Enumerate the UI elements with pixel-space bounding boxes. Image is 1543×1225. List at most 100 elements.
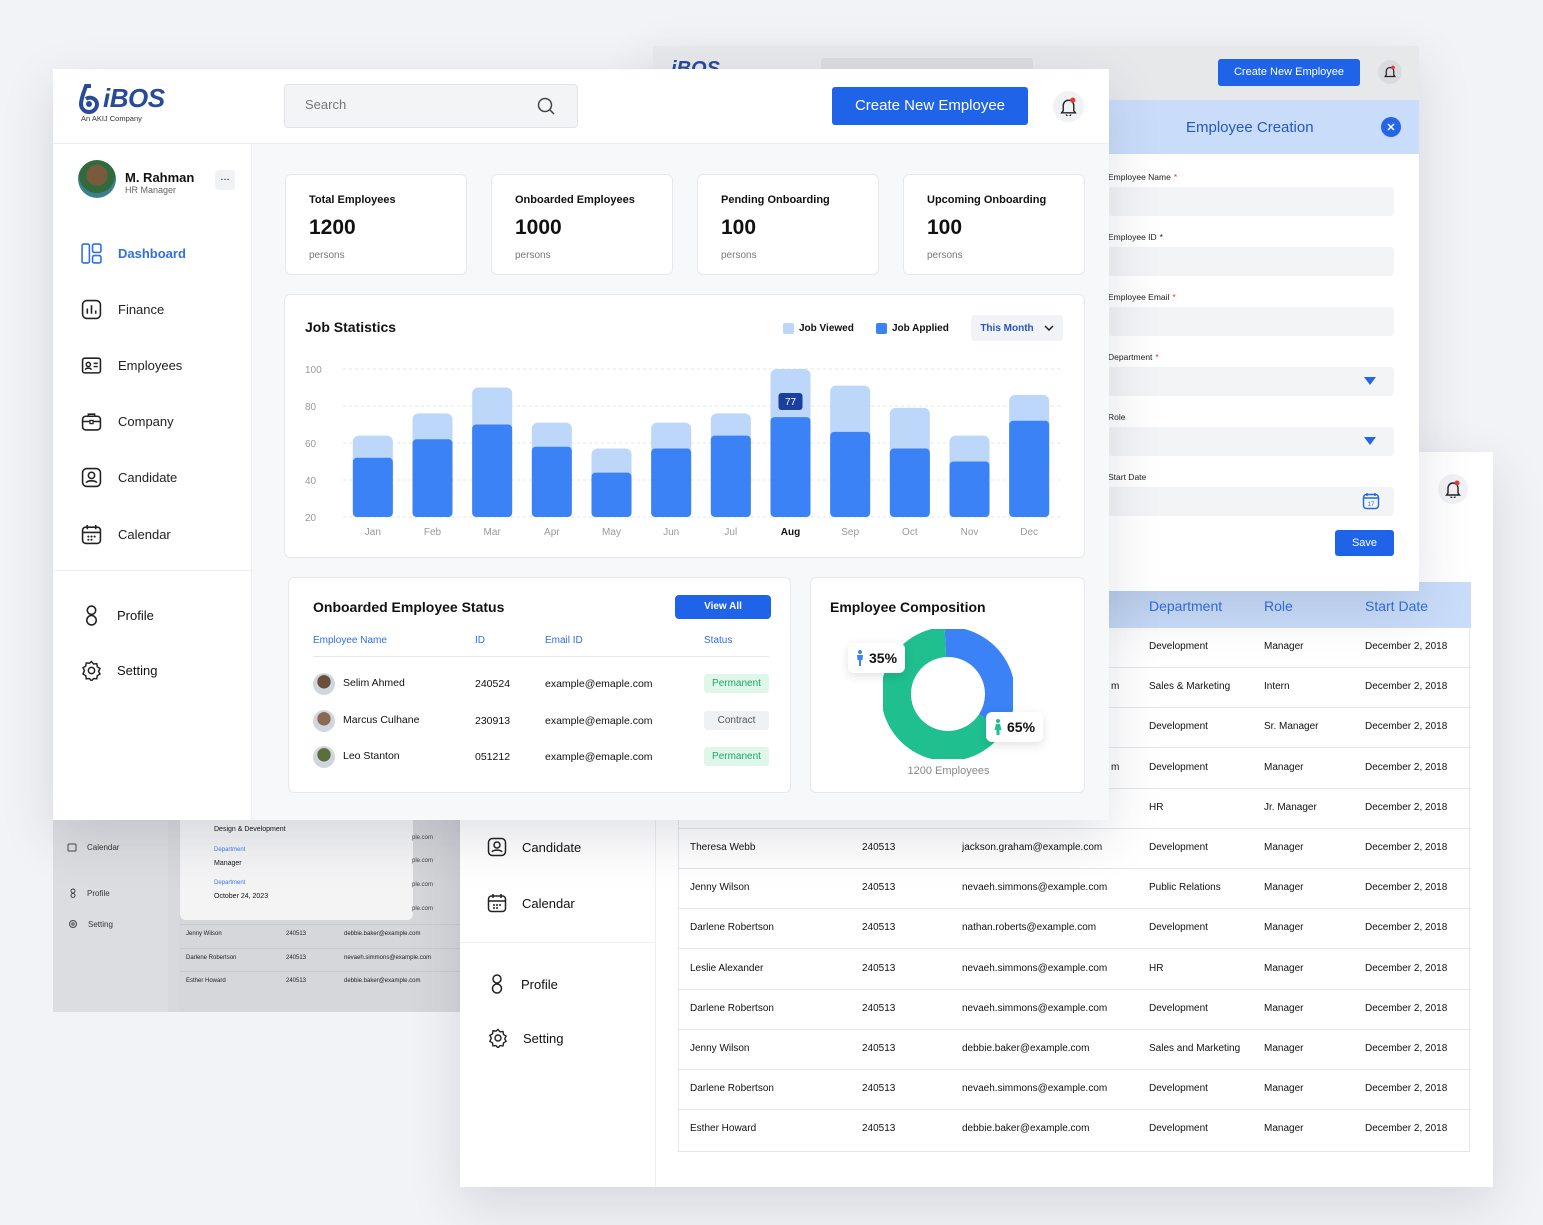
table-row[interactable]: Leo Stanton 051212 example@emaple.com Perma… [313, 746, 773, 770]
sidebar-item-setting[interactable]: Setting [81, 660, 157, 681]
sidebar-item-candidate[interactable]: Candidate [81, 467, 177, 488]
dashboard-icon [81, 243, 102, 264]
search-box[interactable] [284, 84, 578, 128]
table-row[interactable]: Selim Ahmed 240524 example@emaple.com Perma… [313, 673, 773, 697]
caret-down-icon [1364, 437, 1376, 445]
notification-button[interactable] [1378, 60, 1402, 84]
onboarded-status-title: Onboarded Employee Status [313, 599, 505, 615]
start-date-field[interactable]: 17 [1108, 487, 1394, 516]
female-icon [994, 719, 1002, 735]
table-row[interactable]: Esther Howard 240513 debbie.baker@example.… [679, 1110, 1471, 1150]
notification-button[interactable] [1438, 474, 1468, 504]
department-field[interactable] [1108, 367, 1394, 396]
profile-icon [69, 888, 77, 898]
profile-icon [490, 974, 504, 994]
cell-department: Development [1149, 1083, 1208, 1095]
table-row[interactable]: Darlene Robertson 240513 nathan.roberts@ex… [679, 909, 1471, 950]
table-row[interactable]: Jenny Wilson 240513 nevaeh.simmons@example… [679, 869, 1471, 910]
employee-id-field[interactable] [1108, 247, 1394, 276]
employee-email-field[interactable] [1108, 307, 1394, 336]
stat-card: Onboarded Employees 1000 persons [491, 174, 673, 275]
role-field[interactable] [1108, 427, 1394, 456]
cell-role: Manager [1264, 1043, 1304, 1054]
bg-cell-email: debbie.baker@example.com [344, 931, 421, 937]
profile-icon [81, 605, 102, 626]
calendar-icon[interactable]: 17 [1362, 492, 1380, 510]
save-button[interactable]: Save [1335, 530, 1394, 556]
bg-detail-popup: Design & Development Department Manager … [180, 810, 413, 920]
setting-icon [488, 1028, 508, 1048]
x-tick-label: Apr [544, 527, 560, 538]
cell-id: 240513 [862, 1043, 896, 1054]
stat-label: Pending Onboarding [721, 194, 830, 206]
calendar-icon [81, 524, 102, 545]
cell-role: Manager [1264, 761, 1304, 773]
notification-button[interactable] [1053, 91, 1084, 122]
sidebar-item-profile[interactable]: Profile [81, 605, 154, 626]
employee-id: 230913 [475, 715, 511, 727]
brand-name: iBOS [103, 83, 165, 113]
legend-swatch-applied [876, 323, 887, 334]
job-statistics-chart: 100 80 60 40 20 Jan Feb Mar Apr May Jun Jul Aug 77 Sep… [305, 365, 1063, 538]
cell-start-date: December 2, 2018 [1365, 1002, 1448, 1014]
avatar[interactable] [78, 160, 116, 198]
sidebar-item-dashboard[interactable]: Dashboard [81, 243, 186, 264]
period-select[interactable]: This Month [971, 315, 1063, 341]
sidebar-item-calendar[interactable]: Calendar [487, 893, 575, 913]
sidebar-item-profile[interactable]: Profile [490, 974, 558, 994]
column-header-start-date[interactable]: Start Date [1365, 598, 1429, 614]
table-row[interactable]: Darlene Robertson 240513 nevaeh.simmons@ex… [679, 990, 1471, 1030]
bg-cell-name: Darlene Robertson [186, 954, 237, 961]
brand-logo[interactable]: iBOS An AKIJ Company [79, 83, 165, 123]
create-employee-button[interactable]: Create New Employee [1218, 59, 1360, 86]
bar-job-applied [651, 448, 692, 517]
view-all-button[interactable]: View All [675, 595, 771, 619]
column-header-role[interactable]: Role [1264, 598, 1293, 614]
legend-job-applied: Job Applied [876, 323, 949, 334]
bg-table-row: Esther Howard 240513 debbie.baker@example.… [180, 971, 463, 994]
search-input[interactable] [305, 97, 525, 112]
bar-job-applied [472, 424, 513, 517]
table-row[interactable]: Marcus Culhane 230913 example@emaple.com Co… [313, 710, 773, 734]
close-button[interactable] [1381, 117, 1401, 137]
sidebar-item-candidate[interactable]: Candidate [487, 837, 581, 857]
create-new-employee-button[interactable]: Create New Employee [832, 87, 1028, 125]
stat-unit: persons [515, 250, 551, 261]
sidebar-item-finance[interactable]: Finance [81, 299, 164, 320]
bar-job-applied [710, 435, 751, 517]
stat-card: Upcoming Onboarding 100 persons [903, 174, 1085, 275]
search-icon[interactable] [537, 97, 555, 115]
sidebar-item-employees[interactable]: Employees [81, 355, 182, 376]
cell-id: 240513 [862, 882, 896, 894]
cell-start-date: December 2, 2018 [1365, 681, 1448, 693]
user-more-button[interactable]: ... [215, 170, 235, 190]
employee-name: Selim Ahmed [343, 677, 405, 689]
y-tick-label: 20 [305, 513, 317, 524]
table-row[interactable]: Theresa Webb 240513 jackson.graham@example… [679, 829, 1471, 869]
employee-name-field[interactable] [1108, 187, 1394, 216]
sidebar-item-setting[interactable]: Setting [488, 1028, 563, 1048]
legend-swatch-viewed [783, 323, 794, 334]
bg-cut-email: ple.com [412, 858, 434, 864]
field-label: Department * [1108, 352, 1159, 362]
sidebar-item-company[interactable]: Company [81, 411, 174, 432]
table-divider [313, 656, 769, 657]
required-marker: * [1155, 352, 1159, 362]
table-row[interactable]: HR Jr. Manager December 2, 2018 [679, 789, 1471, 829]
bg-table-row: Jenny Wilson 240513 debbie.baker@example.c… [180, 924, 463, 947]
sidebar-item-calendar[interactable]: Calendar [81, 524, 171, 545]
cell-role: Manager [1264, 1083, 1304, 1095]
cell-role: Manager [1264, 842, 1304, 853]
candidate-icon [487, 837, 507, 857]
column-header-department[interactable]: Department [1149, 598, 1223, 614]
bg-popup-label: Department [214, 880, 246, 886]
table-row[interactable]: Jenny Wilson 240513 debbie.baker@example.c… [679, 1030, 1471, 1070]
bell-icon [1060, 97, 1077, 116]
x-tick-label: Sep [841, 527, 859, 538]
bar-job-applied [949, 461, 990, 517]
table-row[interactable]: Leslie Alexander 240513 nevaeh.simmons@exa… [679, 950, 1471, 990]
sidebar: M. Rahman HR Manager ... Dashboard Financ… [53, 144, 252, 820]
table-row[interactable]: Darlene Robertson 240513 nevaeh.simmons@ex… [679, 1070, 1471, 1111]
cell-department: Development [1149, 761, 1208, 773]
cell-role: Manager [1264, 922, 1304, 934]
